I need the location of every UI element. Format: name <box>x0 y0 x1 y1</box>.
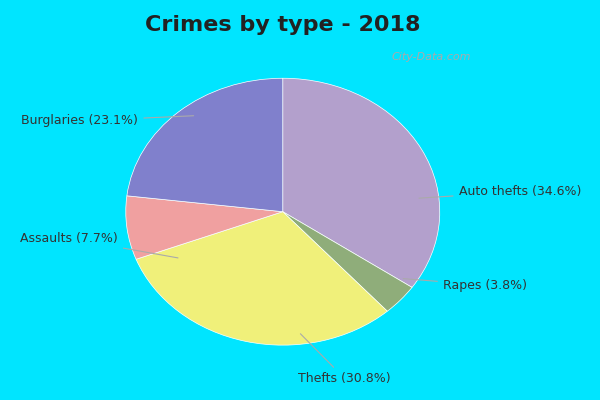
Text: Assaults (7.7%): Assaults (7.7%) <box>20 232 178 258</box>
Text: Auto thefts (34.6%): Auto thefts (34.6%) <box>419 185 581 198</box>
Wedge shape <box>283 212 412 311</box>
Text: Rapes (3.8%): Rapes (3.8%) <box>403 278 527 292</box>
Wedge shape <box>283 78 440 287</box>
Wedge shape <box>126 196 283 259</box>
Wedge shape <box>127 78 283 212</box>
Text: Thefts (30.8%): Thefts (30.8%) <box>298 334 391 385</box>
Text: City-Data.com: City-Data.com <box>392 52 471 62</box>
Text: Burglaries (23.1%): Burglaries (23.1%) <box>22 114 194 128</box>
Wedge shape <box>136 212 388 345</box>
Title: Crimes by type - 2018: Crimes by type - 2018 <box>145 15 421 35</box>
